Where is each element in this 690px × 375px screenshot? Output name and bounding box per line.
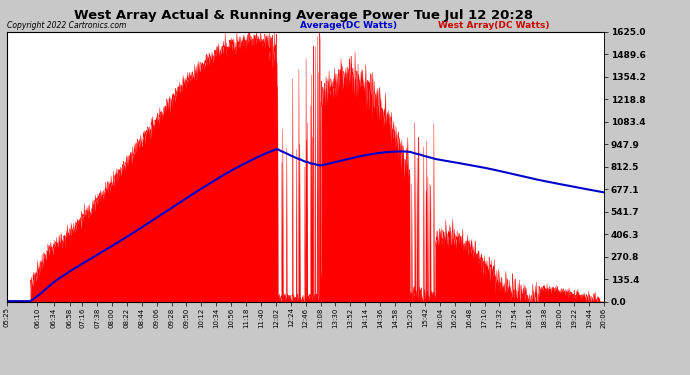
Text: West Array Actual & Running Average Power Tue Jul 12 20:28: West Array Actual & Running Average Powe… [74,9,533,22]
Text: Average(DC Watts): Average(DC Watts) [300,21,397,30]
Text: West Array(DC Watts): West Array(DC Watts) [438,21,550,30]
Text: Copyright 2022 Cartronics.com: Copyright 2022 Cartronics.com [7,21,126,30]
